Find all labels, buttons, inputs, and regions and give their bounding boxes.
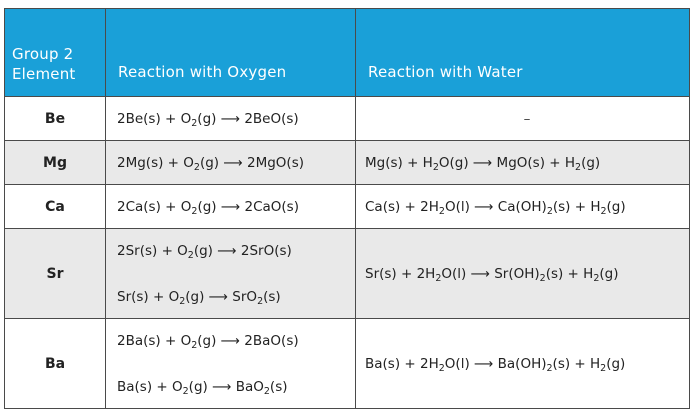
oxygen-reaction-cell: 2Ca(s) + O2(g) ⟶ 2CaO(s) [105,184,356,229]
element-cell: Sr [4,228,106,319]
element-cell: Ba [4,318,106,409]
oxygen-equation: 2Sr(s) + O2(g) ⟶ 2SrO(s) [117,242,292,261]
header-element-line-2: Element [12,65,76,83]
oxygen-reaction-cell: 2Ba(s) + O2(g) ⟶ 2BaO(s) Ba(s) + O2(g) ⟶ … [105,318,356,409]
table-row-ca: Ca 2Ca(s) + O2(g) ⟶ 2CaO(s) Ca(s) + 2H2O(l… [4,184,690,229]
water-equation: Sr(s) + 2H2O(l) ⟶ Sr(OH)2(s) + H2(g) [365,265,619,284]
element-cell: Mg [4,140,106,185]
header-oxygen-label: Reaction with Oxygen [118,63,287,81]
water-equation: – [523,110,531,127]
table-body: Be 2Be(s) + O2(g) ⟶ 2BeO(s) – Mg 2Mg(s) + O2… [4,96,690,409]
header-row: Group 2 Element Reaction with Oxygen Rea… [4,8,690,97]
water-reaction-cell: Ca(s) + 2H2O(l) ⟶ Ca(OH)2(s) + H2(g) [355,184,690,229]
oxygen-equation: Ba(s) + O2(g) ⟶ BaO2(s) [117,378,288,397]
oxygen-equation: 2Ca(s) + O2(g) ⟶ 2CaO(s) [117,198,299,217]
header-element-line-1: Group 2 [12,45,74,63]
water-reaction-cell: Ba(s) + 2H2O(l) ⟶ Ba(OH)2(s) + H2(g) [355,318,690,409]
oxygen-equation: 2Mg(s) + O2(g) ⟶ 2MgO(s) [117,154,304,173]
table-row-be: Be 2Be(s) + O2(g) ⟶ 2BeO(s) – [4,96,690,141]
oxygen-equation: 2Be(s) + O2(g) ⟶ 2BeO(s) [117,110,299,129]
element-cell: Be [4,96,106,141]
water-reaction-cell: Sr(s) + 2H2O(l) ⟶ Sr(OH)2(s) + H2(g) [355,228,690,319]
header-element: Group 2 Element [4,8,106,97]
table-row-sr: Sr 2Sr(s) + O2(g) ⟶ 2SrO(s) Sr(s) + O2(g) … [4,228,690,319]
water-reaction-cell: Mg(s) + H2O(g) ⟶ MgO(s) + H2(g) [355,140,690,185]
element-cell: Ca [4,184,106,229]
oxygen-equation: 2Ba(s) + O2(g) ⟶ 2BaO(s) [117,332,299,351]
group2-reactions-table: Group 2 Element Reaction with Oxygen Rea… [4,8,690,409]
water-reaction-cell: – [355,96,690,141]
oxygen-equation: Sr(s) + O2(g) ⟶ SrO2(s) [117,288,281,307]
table-row-mg: Mg 2Mg(s) + O2(g) ⟶ 2MgO(s) Mg(s) + H2O(g)… [4,140,690,185]
oxygen-reaction-cell: 2Mg(s) + O2(g) ⟶ 2MgO(s) [105,140,356,185]
header-water-label: Reaction with Water [368,63,523,81]
header-water: Reaction with Water [355,8,690,97]
table-row-ba: Ba 2Ba(s) + O2(g) ⟶ 2BaO(s) Ba(s) + O2(g) … [4,318,690,409]
header-oxygen: Reaction with Oxygen [105,8,356,97]
oxygen-reaction-cell: 2Be(s) + O2(g) ⟶ 2BeO(s) [105,96,356,141]
water-equation: Ca(s) + 2H2O(l) ⟶ Ca(OH)2(s) + H2(g) [365,198,626,217]
oxygen-reaction-cell: 2Sr(s) + O2(g) ⟶ 2SrO(s) Sr(s) + O2(g) ⟶ … [105,228,356,319]
water-equation: Ba(s) + 2H2O(l) ⟶ Ba(OH)2(s) + H2(g) [365,355,626,374]
water-equation: Mg(s) + H2O(g) ⟶ MgO(s) + H2(g) [365,154,601,173]
